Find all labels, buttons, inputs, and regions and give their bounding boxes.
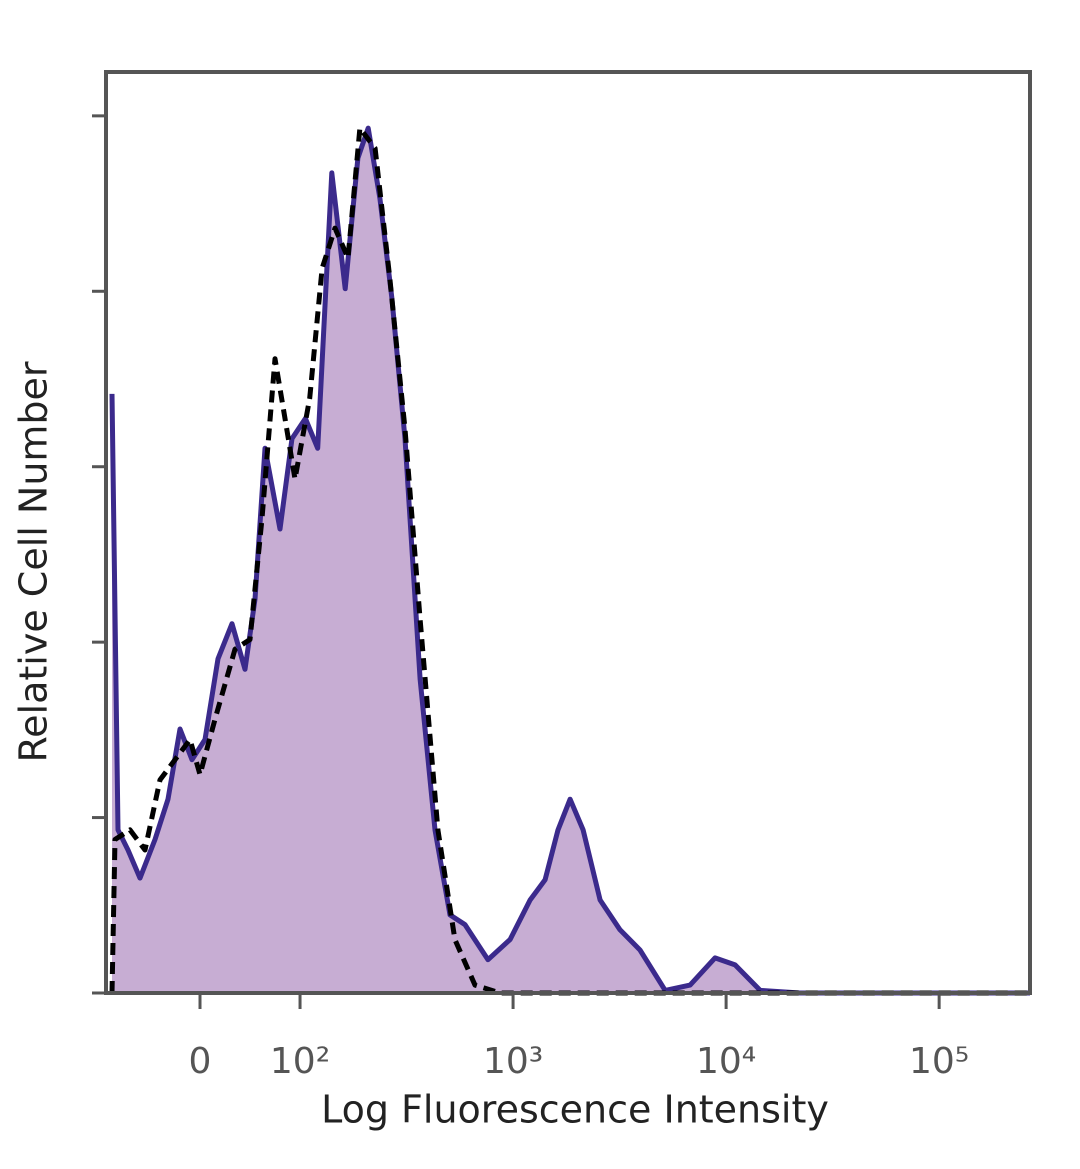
x-tick-label: 0 [189, 1041, 212, 1082]
x-tick-label: 10⁵ [909, 1041, 969, 1082]
histogram-fill [112, 128, 1030, 994]
x-tick-label: 10² [270, 1041, 330, 1082]
y-axis-label: Relative Cell Number [12, 361, 56, 762]
x-axis-label: Log Fluorescence Intensity [321, 1088, 829, 1132]
x-tick-label: 10⁴ [696, 1041, 756, 1082]
x-tick-label: 10³ [483, 1041, 543, 1082]
plot-frame [104, 70, 1032, 995]
